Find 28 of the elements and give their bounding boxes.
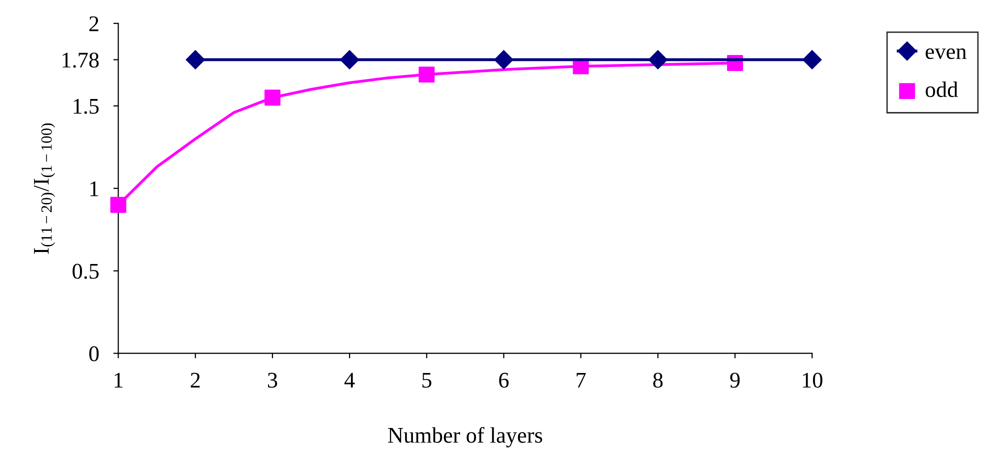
point [340, 50, 360, 70]
x-tick-label: 8 [653, 372, 663, 388]
y-tick-label: 1 [90, 181, 98, 196]
x-tick-label: 3 [268, 372, 278, 388]
y-tick-label: 0.5 [72, 264, 99, 279]
x-tick-label: 5 [422, 372, 432, 388]
legend-label: odd [926, 81, 958, 98]
y-tick-label: 0 [89, 346, 99, 362]
x-tick-label: 1 [114, 372, 123, 388]
point [802, 50, 822, 70]
point [110, 196, 126, 213]
x-tick-label: 9 [730, 372, 740, 388]
x-tick-label: 2 [190, 372, 200, 388]
point [418, 66, 435, 83]
point [648, 50, 668, 70]
point [264, 90, 280, 106]
y-tick-label: 1.78 [62, 52, 99, 68]
x-axis-title: Number of layers [388, 426, 542, 448]
x-tick-label: 4 [344, 372, 355, 388]
x-tick-label: 6 [499, 372, 509, 388]
y-tick-label: 2 [89, 16, 98, 32]
y-axis-title: I$_{(11−20)}$/I$_{(1−100)}$ [34, 123, 56, 254]
y-tick-label: 1.5 [74, 98, 99, 114]
point [186, 50, 205, 70]
legend-label: even [926, 48, 966, 60]
point [494, 50, 514, 70]
x-tick-label: 10 [802, 372, 822, 388]
x-tick-label: 7 [576, 372, 586, 388]
